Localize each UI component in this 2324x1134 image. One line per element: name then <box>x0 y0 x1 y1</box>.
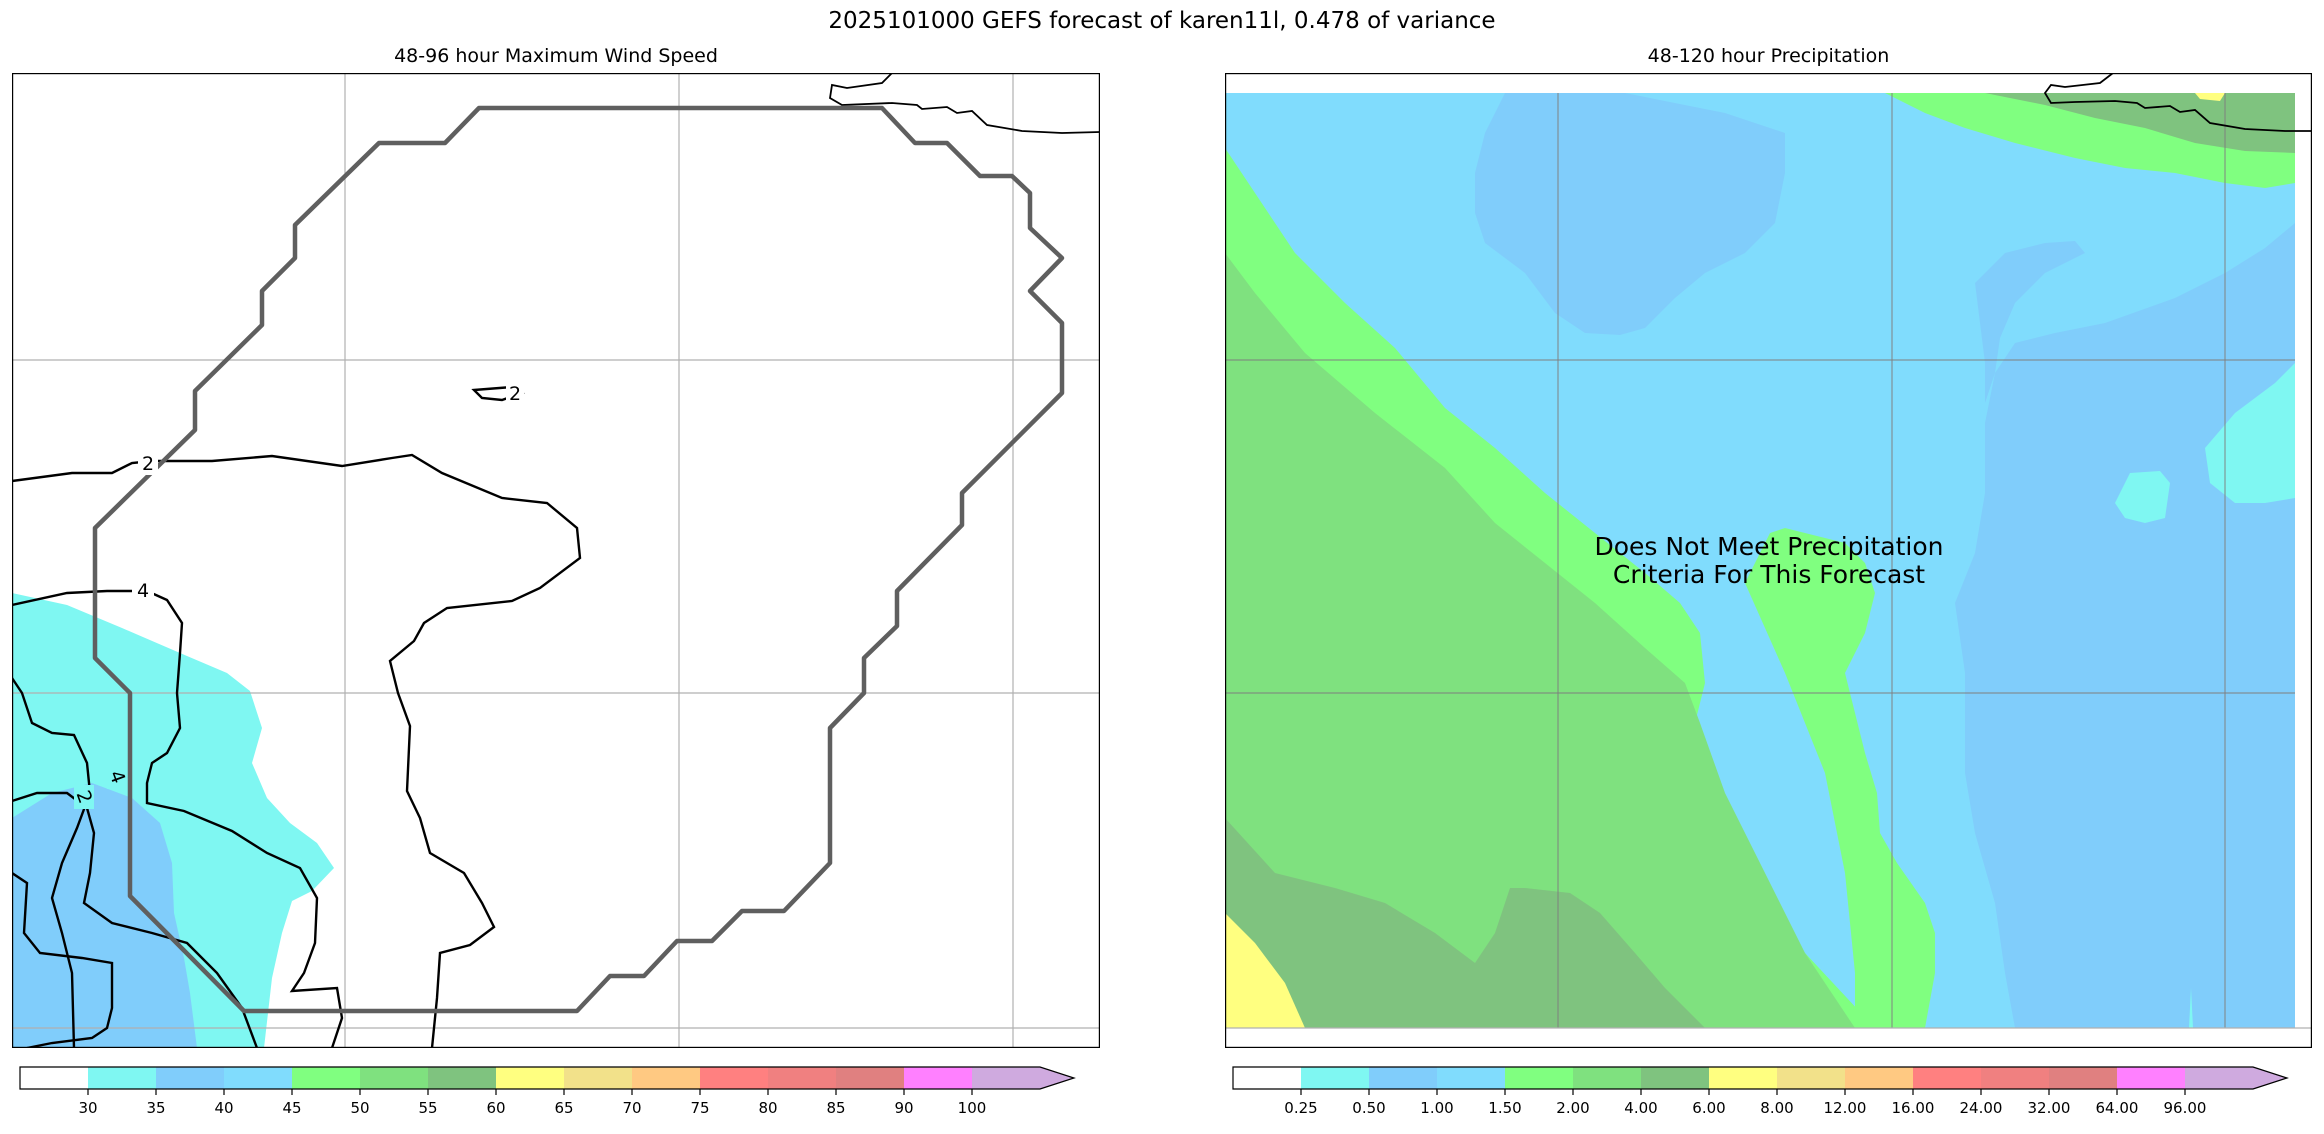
wind-colorbar: 30 35 40 45 50 55 60 65 70 75 80 85 90 100 <box>19 1066 1092 1127</box>
wind-colorbar-tick-label-2: 40 <box>214 1099 233 1117</box>
precip-colorbar-swatch-6 <box>1641 1067 1710 1089</box>
precip-message-line2: Criteria For This Forecast <box>1613 560 1925 589</box>
wind-colorbar-swatch-12 <box>836 1067 905 1089</box>
precip-fill-blob-north <box>1475 93 1785 335</box>
wind-colorbar-swatch-9 <box>632 1067 701 1089</box>
precip-colorbar-outline <box>1232 1066 2289 1090</box>
precip-colorbar-swatch-8 <box>1777 1067 1846 1089</box>
precip-colorbar: 0.25 0.50 1.00 1.50 2.00 4.00 6.00 8.00 12.00 16.… <box>1232 1066 2305 1127</box>
wind-colorbar-swatch-8 <box>564 1067 633 1089</box>
precip-colorbar-tick-label-7: 8.00 <box>1760 1099 1793 1117</box>
wind-colorbar-swatch-2 <box>156 1067 225 1089</box>
wind-panel-title: 48-96 hour Maximum Wind Speed <box>394 45 718 67</box>
wind-colorbar-swatch-10 <box>700 1067 769 1089</box>
wind-colorbar-tick-label-3: 45 <box>282 1099 301 1117</box>
wind-colorbar-tick-label-1: 35 <box>146 1099 165 1117</box>
precip-colorbar-tick-label-11: 32.00 <box>2028 1099 2071 1117</box>
precipitation-map: Does Not Meet Precipitation Criteria For… <box>1225 73 2312 1048</box>
precip-colorbar-tick-label-3: 1.50 <box>1488 1099 1521 1117</box>
wind-fill-35-40 <box>12 783 197 1048</box>
precip-colorbar-swatch-0 <box>1233 1067 1302 1089</box>
precip-colorbar-tick-label-2: 1.00 <box>1420 1099 1453 1117</box>
contour-label-2b: 2 <box>509 383 521 405</box>
precip-fill-cyan-east <box>2205 363 2295 503</box>
contour-label-2a: 2 <box>142 453 154 475</box>
wind-colorbar-tick-label-13: 100 <box>958 1099 987 1117</box>
precip-fill-blob-east <box>1955 223 2295 1028</box>
figure-title: 2025101000 GEFS forecast of karen11l, 0.… <box>828 8 1496 34</box>
wind-colorbar-swatch-3 <box>224 1067 293 1089</box>
precip-coastline <box>2043 73 2312 132</box>
coastline <box>829 73 1100 134</box>
precip-panel-title: 48-120 hour Precipitation <box>1647 45 1890 67</box>
precip-fill-6-8 <box>1225 913 1305 1028</box>
precip-colorbar-swatch-9 <box>1845 1067 1914 1089</box>
wind-speed-map: 2 2 4 4 2 <box>12 73 1100 1048</box>
wind-colorbar-swatch-11 <box>768 1067 837 1089</box>
precip-colorbar-tick-label-13: 96.00 <box>2164 1099 2207 1117</box>
wind-colorbar-tick-label-10: 80 <box>758 1099 777 1117</box>
precip-colorbar-tick-label-12: 64.00 <box>2096 1099 2139 1117</box>
wind-colorbar-swatch-0 <box>20 1067 89 1089</box>
wind-colorbar-swatch-5 <box>360 1067 429 1089</box>
wind-colorbar-tick-label-5: 55 <box>418 1099 437 1117</box>
precip-fill-cyan-blob <box>2115 471 2170 523</box>
wind-colorbar-outline <box>19 1066 1076 1090</box>
precip-colorbar-swatch-1 <box>1301 1067 1370 1089</box>
precip-colorbar-tick-label-1: 0.50 <box>1352 1099 1385 1117</box>
precip-colorbar-tick-label-9: 16.00 <box>1892 1099 1935 1117</box>
wind-colorbar-tick-label-11: 85 <box>826 1099 845 1117</box>
contour-2-north <box>12 453 582 1048</box>
wind-colorbar-tick-label-7: 65 <box>554 1099 573 1117</box>
contour-4 <box>12 589 344 1048</box>
wind-colorbar-swatch-7 <box>496 1067 565 1089</box>
precip-colorbar-tick-label-10: 24.00 <box>1960 1099 2003 1117</box>
precip-fill-top-darkgreen <box>1985 93 2295 153</box>
cone-outline <box>92 105 1065 1014</box>
precip-colorbar-swatch-3 <box>1437 1067 1506 1089</box>
precip-fill-streak <box>1975 241 2085 403</box>
precip-colorbar-swatch-4 <box>1505 1067 1574 1089</box>
precip-colorbar-swatch-2 <box>1369 1067 1438 1089</box>
wind-colorbar-swatch-6 <box>428 1067 497 1089</box>
wind-colorbar-tick-label-8: 70 <box>622 1099 641 1117</box>
wind-colorbar-swatch-1 <box>88 1067 157 1089</box>
precip-message-line1: Does Not Meet Precipitation <box>1595 532 1944 561</box>
wind-colorbar-swatch-4 <box>292 1067 361 1089</box>
precip-fill-4-6 <box>1225 818 1705 1028</box>
wind-colorbar-tick-label-4: 50 <box>350 1099 369 1117</box>
precip-colorbar-tick-label-5: 4.00 <box>1624 1099 1657 1117</box>
wind-colorbar-tick-label-9: 75 <box>690 1099 709 1117</box>
precip-fill-1.5-2-right <box>1745 528 1935 1028</box>
contour-labels: 2 2 4 4 2 <box>72 381 524 809</box>
precip-colorbar-swatch-13 <box>2117 1067 2186 1089</box>
precip-colorbar-swatch-14 <box>2185 1067 2287 1089</box>
precip-fill-2-4 <box>1225 253 1855 1028</box>
precip-colorbar-swatch-5 <box>1573 1067 1642 1089</box>
precip-colorbar-tick-label-6: 6.00 <box>1692 1099 1725 1117</box>
precip-colorbar-tick-label-0: 0.25 <box>1284 1099 1317 1117</box>
contour-label-4a: 4 <box>137 580 149 602</box>
wind-colorbar-tick-label-12: 90 <box>894 1099 913 1117</box>
precip-colorbar-tick-label-4: 2.00 <box>1556 1099 1589 1117</box>
wind-colorbar-tick-label-0: 30 <box>78 1099 97 1117</box>
precip-colorbar-swatch-11 <box>1981 1067 2050 1089</box>
wind-colorbar-tick-label-6: 60 <box>486 1099 505 1117</box>
contour-4-south <box>12 791 259 1048</box>
precip-colorbar-swatch-10 <box>1913 1067 1982 1089</box>
precip-colorbar-swatch-12 <box>2049 1067 2118 1089</box>
wind-colorbar-swatch-13 <box>904 1067 973 1089</box>
precip-colorbar-tick-label-8: 12.00 <box>1824 1099 1867 1117</box>
wind-colorbar-swatch-14 <box>972 1067 1074 1089</box>
precip-colorbar-swatch-7 <box>1709 1067 1778 1089</box>
